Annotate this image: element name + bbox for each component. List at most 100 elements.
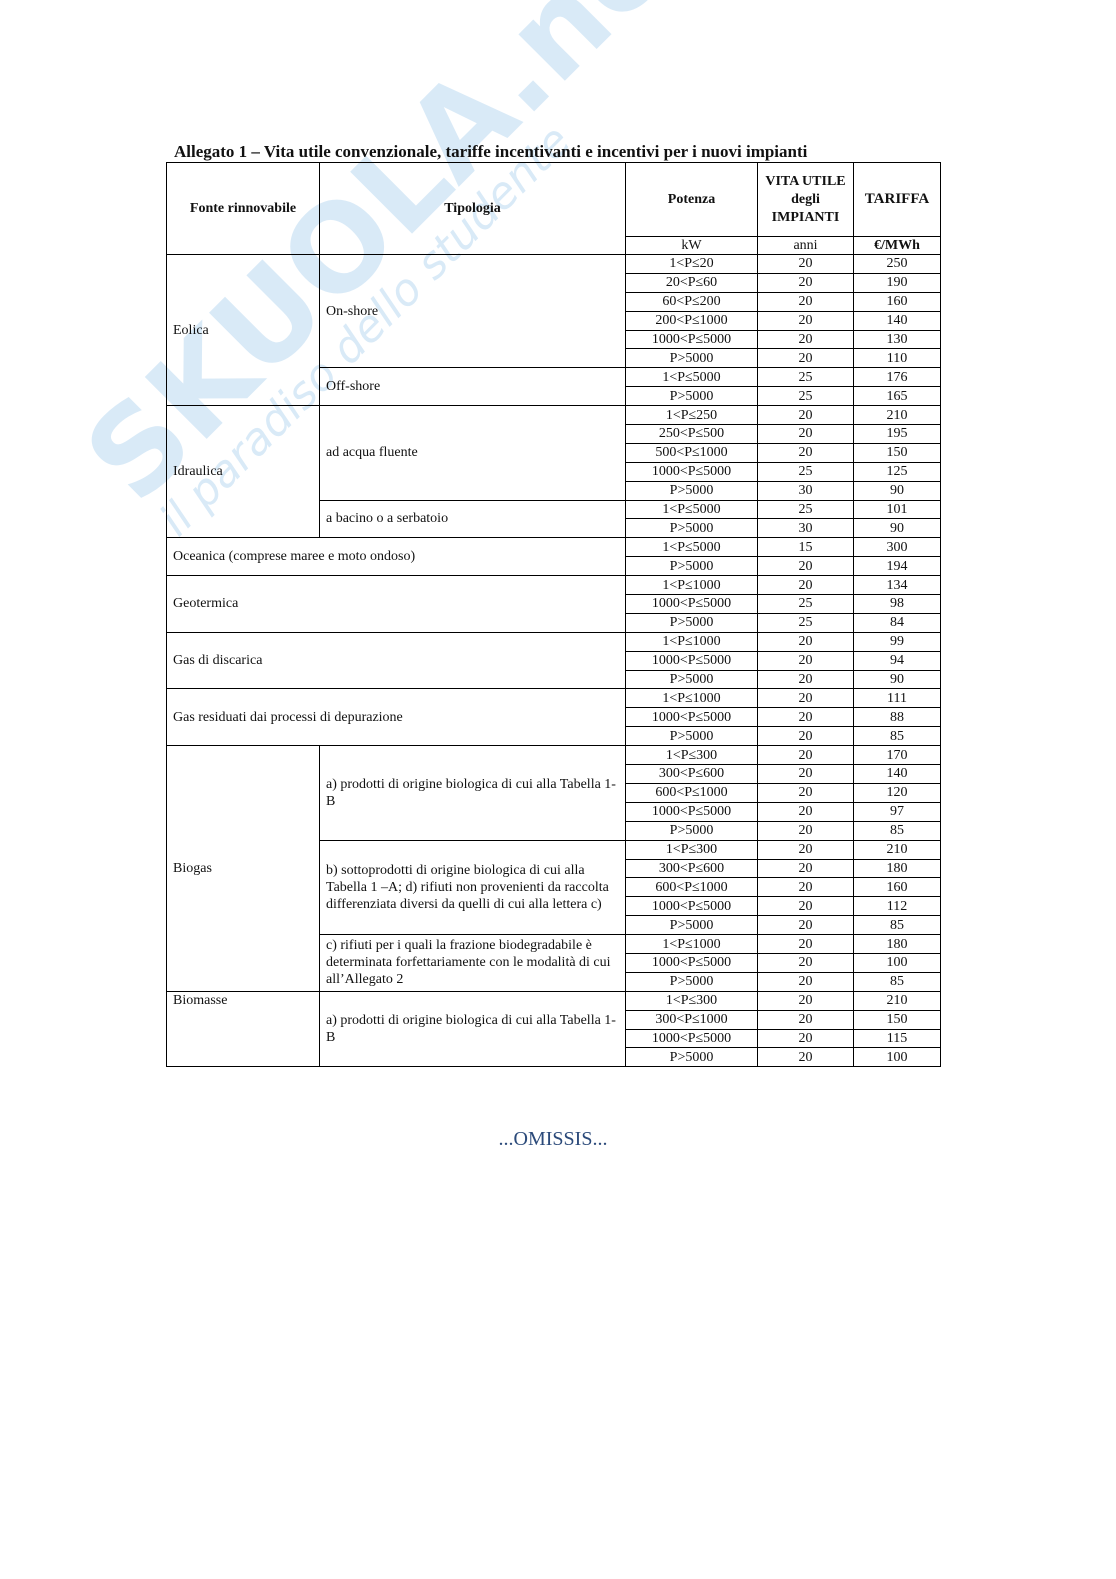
- unit-cell: anni: [757, 236, 854, 255]
- vita-cell: 20: [757, 877, 854, 898]
- vita-cell: 20: [757, 801, 854, 822]
- data-row: a bacino o a serbatoio 1<P≤5000 25 101: [167, 499, 941, 539]
- fonte-cell: Biomasse: [166, 990, 320, 1068]
- tariffa-cell: 110: [853, 348, 941, 369]
- data-row: Gas di discarica 1<P≤1000 20 99: [166, 631, 941, 690]
- potenza-cell: P>5000: [625, 480, 758, 501]
- vita-cell: 20: [757, 839, 854, 860]
- vita-cell: 20: [757, 1028, 854, 1049]
- tipologia-cell: ad acqua fluente: [319, 405, 626, 501]
- potenza-cell: 1000<P≤5000: [625, 461, 758, 482]
- tariffa-cell: 300: [853, 537, 941, 558]
- unit-cell: kW: [625, 236, 758, 255]
- vita-cell: 20: [757, 764, 854, 784]
- potenza-cell: 1<P≤5000: [625, 367, 758, 388]
- data-row: Oceanica (comprese maree e moto ondoso) 1…: [166, 537, 941, 577]
- tariffa-cell: 90: [853, 669, 941, 690]
- tipologia-cell: On-shore: [319, 253, 626, 369]
- tariffa-cell: 100: [853, 952, 941, 973]
- vita-cell: 20: [757, 971, 854, 992]
- tariffa-cell: 250: [853, 254, 941, 274]
- header-cell: Tipologia: [319, 162, 626, 255]
- data-row: 1000<P≤5000 25 125: [167, 461, 941, 482]
- tariffa-cell: 170: [853, 745, 941, 766]
- potenza-cell: 1<P≤1000: [625, 575, 758, 596]
- header-cell: Fonte rinnovabile: [166, 162, 320, 255]
- tariffa-cell: 98: [853, 594, 941, 614]
- vita-cell: 20: [757, 820, 854, 841]
- tariffa-cell: 150: [853, 1009, 941, 1030]
- potenza-cell: 1000<P≤5000: [625, 952, 758, 973]
- potenza-cell: 500<P≤1000: [625, 442, 758, 463]
- potenza-cell: 1000<P≤5000: [625, 896, 758, 917]
- data-row: 1000<P≤5000 20 88: [167, 707, 941, 728]
- vita-cell: 20: [757, 858, 854, 879]
- tariffa-cell: 160: [853, 291, 941, 312]
- data-row: P>5000 20 85: [167, 915, 941, 936]
- tariffa-cell: 84: [853, 612, 941, 633]
- data-row: Idraulica ad acqua fluente 1<P≤250 20 210: [166, 405, 941, 539]
- data-row: 1000<P≤5000 20 100: [167, 952, 941, 973]
- data-row: P>5000 20 90: [167, 669, 941, 690]
- tariffa-cell: 111: [853, 688, 941, 709]
- tariffa-cell: 190: [853, 272, 941, 293]
- data-row: 1000<P≤5000 20 130: [167, 329, 941, 350]
- tariffa-cell: 160: [853, 877, 941, 898]
- tariffa-cell: 130: [853, 329, 941, 350]
- vita-cell: 20: [757, 348, 854, 369]
- vita-cell: 20: [757, 952, 854, 973]
- potenza-cell: 1<P≤250: [625, 405, 758, 426]
- potenza-cell: 1000<P≤5000: [625, 594, 758, 614]
- tipologia-cell: c) rifiuti per i quali la frazione biode…: [319, 934, 626, 992]
- vita-cell: 20: [757, 688, 854, 709]
- tariffa-cell: 99: [853, 631, 941, 652]
- potenza-cell: P>5000: [625, 915, 758, 936]
- fonte-cell: Biogas: [166, 745, 320, 992]
- vita-cell: 20: [757, 896, 854, 917]
- data-row: 20<P≤60 20 190: [167, 272, 941, 293]
- tariff-table: Fonte rinnovabile Tipologia Potenza VITA…: [166, 162, 941, 1068]
- fonte-cell: Gas di discarica: [166, 631, 626, 690]
- tariffa-cell: 88: [853, 707, 941, 728]
- data-row: 1000<P≤5000 20 115: [167, 1028, 941, 1049]
- potenza-cell: 1<P≤300: [625, 990, 758, 1011]
- data-row: P>5000 20 85: [167, 820, 941, 841]
- fonte-cell: Geotermica: [166, 575, 626, 633]
- vita-cell: 20: [757, 575, 854, 596]
- tariffa-cell: 94: [853, 650, 941, 671]
- tariffa-cell: 210: [853, 405, 941, 426]
- potenza-cell: P>5000: [625, 612, 758, 633]
- vita-cell: 20: [757, 669, 854, 690]
- vita-cell: 20: [757, 254, 854, 274]
- tipologia-cell: a) prodotti di origine biologica di cui …: [319, 745, 626, 841]
- vita-cell: 20: [757, 707, 854, 728]
- omissis: ...OMISSIS...: [498, 1128, 608, 1150]
- tariffa-cell: 210: [853, 839, 941, 860]
- vita-cell: 20: [757, 310, 854, 331]
- tariffa-cell: 210: [853, 990, 941, 1011]
- tariffa-cell: 90: [853, 518, 941, 539]
- vita-cell: 20: [757, 1047, 854, 1068]
- data-row: Geotermica 1<P≤1000 20 134: [166, 575, 941, 633]
- potenza-cell: 1<P≤1000: [625, 631, 758, 652]
- vita-cell: 20: [757, 990, 854, 1011]
- potenza-cell: 1000<P≤5000: [625, 1028, 758, 1049]
- potenza-cell: 300<P≤600: [625, 764, 758, 784]
- tariffa-cell: 176: [853, 367, 941, 388]
- header-row: Fonte rinnovabile Tipologia Potenza VITA…: [166, 162, 941, 255]
- tariffa-cell: 165: [853, 386, 941, 407]
- vita-cell: 20: [757, 934, 854, 954]
- vita-cell: 25: [757, 612, 854, 633]
- tariffa-cell: 120: [853, 782, 941, 803]
- data-row: 1000<P≤5000 25 98: [167, 594, 941, 614]
- unit-row: kW anni €/MWh: [167, 236, 941, 255]
- potenza-cell: 1000<P≤5000: [625, 650, 758, 671]
- data-row: 300<P≤600 20 180: [167, 858, 941, 879]
- tariffa-cell: 140: [853, 310, 941, 331]
- tariffa-cell: 194: [853, 556, 941, 577]
- data-row: P>5000 25 165: [167, 386, 941, 407]
- tipologia-cell: a bacino o a serbatoio: [319, 499, 626, 539]
- potenza-cell: P>5000: [625, 518, 758, 539]
- potenza-cell: 1<P≤300: [625, 745, 758, 766]
- document-title: Allegato 1 – Vita utile convenzionale, t…: [174, 142, 808, 161]
